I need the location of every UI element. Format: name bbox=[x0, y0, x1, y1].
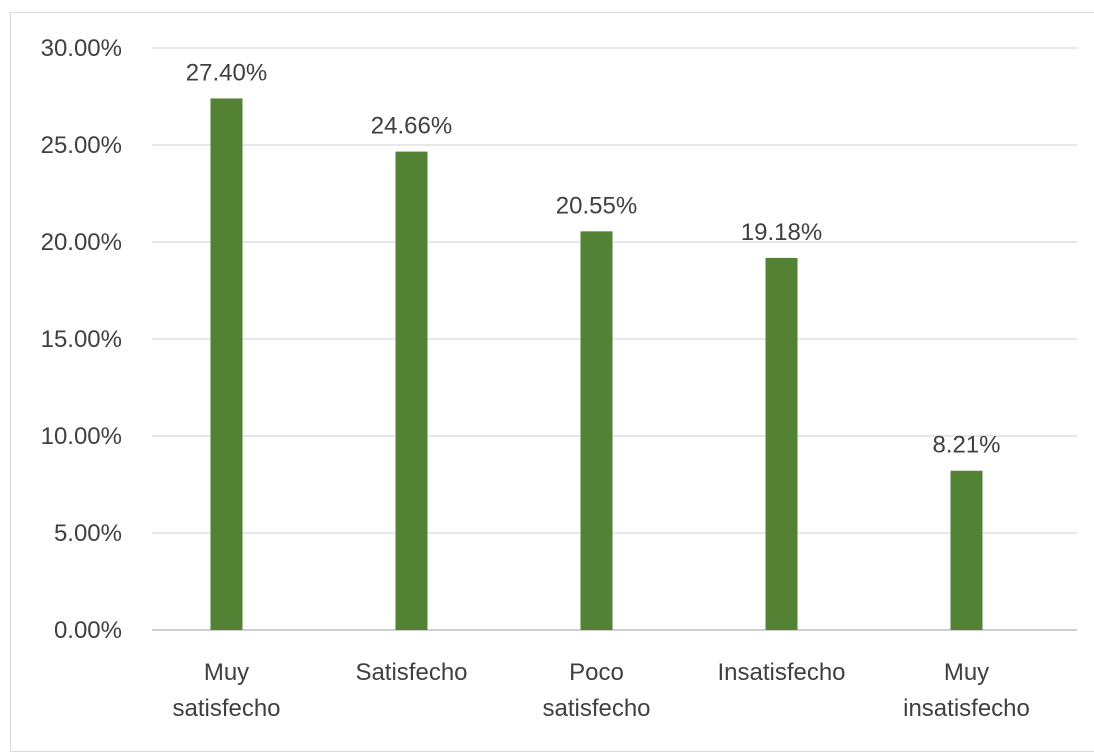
y-tick-label: 25.00% bbox=[41, 132, 122, 159]
x-tick-label: Poco satisfecho bbox=[542, 659, 650, 722]
data-label: 8.21% bbox=[932, 432, 1000, 459]
data-label: 20.55% bbox=[556, 192, 637, 219]
data-label: 24.66% bbox=[371, 113, 452, 140]
x-tick-label: Muy satisfecho bbox=[172, 659, 280, 722]
y-tick-label: 30.00% bbox=[41, 35, 122, 62]
chart-frame bbox=[10, 12, 1094, 752]
bar bbox=[765, 257, 798, 630]
y-tick-label: 5.00% bbox=[54, 520, 122, 547]
y-tick-label: 0.00% bbox=[54, 617, 122, 644]
bar bbox=[580, 231, 613, 630]
bar bbox=[950, 470, 983, 630]
x-tick-label: Muy insatisfecho bbox=[903, 659, 1030, 722]
y-tick-label: 10.00% bbox=[41, 423, 122, 450]
data-label: 27.40% bbox=[186, 59, 267, 86]
data-label: 19.18% bbox=[741, 219, 822, 246]
bar bbox=[210, 98, 243, 630]
y-tick-label: 15.00% bbox=[41, 326, 122, 353]
x-tick-label: Satisfecho bbox=[355, 659, 467, 686]
y-tick-label: 20.00% bbox=[41, 229, 122, 256]
bar bbox=[395, 151, 428, 630]
x-tick-label: Insatisfecho bbox=[717, 659, 845, 686]
